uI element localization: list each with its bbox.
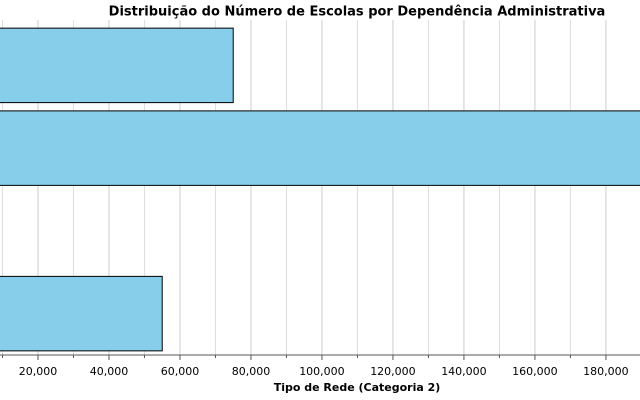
bar — [0, 27, 234, 104]
chart-title: Distribuição do Número de Escolas por De… — [109, 5, 606, 20]
x-tick-label: 140,000 — [441, 365, 487, 378]
x-tick-label: 60,000 — [161, 365, 200, 378]
bar — [0, 110, 640, 186]
x-tick-label: 40,000 — [90, 365, 129, 378]
x-tick-label: 80,000 — [232, 365, 271, 378]
x-tick-label: 180,000 — [583, 365, 629, 378]
x-tick-label: 20,000 — [19, 365, 58, 378]
x-tick-label: 100,000 — [299, 365, 345, 378]
x-tick-label: 160,000 — [512, 365, 558, 378]
x-tick-label: 120,000 — [370, 365, 416, 378]
x-axis-label: Tipo de Rede (Categoria 2) — [274, 381, 441, 394]
bar — [0, 275, 163, 352]
plot-area — [0, 20, 640, 355]
